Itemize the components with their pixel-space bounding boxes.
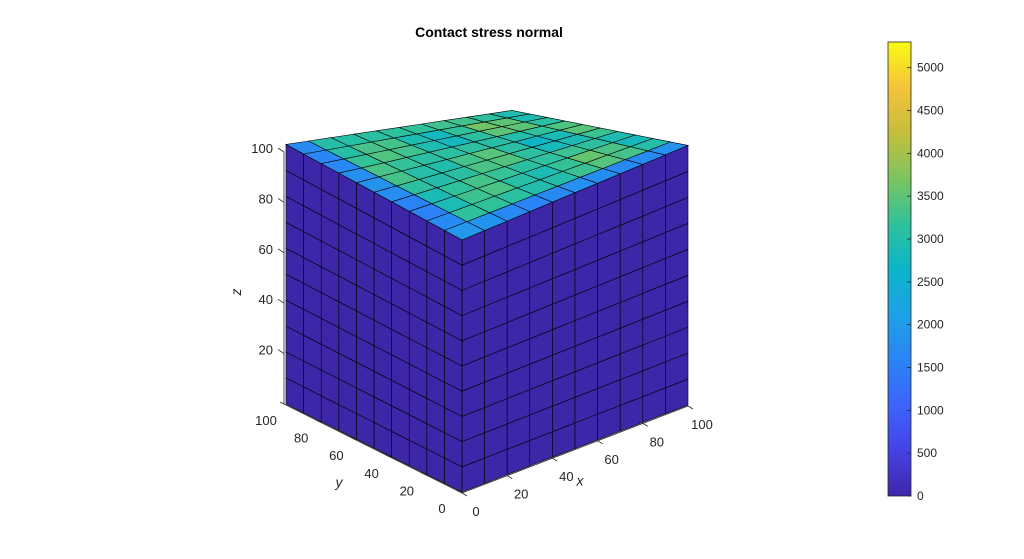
z-tick-mark (277, 298, 285, 304)
plot-area: 0 20 40 60 80 100 0 20 40 60 80 100 20 40 60 80 100 x y z (228, 110, 713, 519)
y-tick-mark (279, 401, 287, 406)
x-tick-mark (687, 405, 694, 410)
y-tick-label: 20 (400, 483, 414, 498)
colorbar-tick-label: 4500 (917, 104, 944, 118)
colorbar-tick-label: 5000 (917, 61, 944, 75)
x-tick-label: 100 (691, 417, 713, 432)
z-tick-label: 80 (259, 191, 273, 206)
x-axis-line (461, 405, 689, 494)
y-tick-label: 100 (255, 413, 277, 428)
x-tick-label: 40 (559, 469, 573, 484)
x-tick-label: 0 (472, 504, 479, 519)
z-tick-mark (277, 198, 285, 203)
x-tick-label: 60 (604, 452, 618, 467)
y-axis-label: y (335, 474, 344, 490)
y-tick-mark (315, 419, 322, 423)
z-tick-mark (277, 349, 285, 354)
y-tick-mark (455, 489, 463, 494)
chart-title: Contact stress normal (415, 24, 563, 40)
colorbar-tick-label: 1000 (917, 403, 944, 417)
colorbar-tick-label: 3000 (917, 232, 944, 246)
x-tick-mark (642, 423, 649, 427)
y-tick-mark (385, 454, 392, 459)
colorbar: 0 500 1000 1500 2000 2500 3000 3500 4000 4500 5000 (887, 41, 944, 503)
x-tick-mark (597, 440, 603, 445)
colorbar-tick-label: 3500 (917, 189, 944, 203)
z-tick-mark (277, 147, 285, 153)
y-tick-label: 60 (329, 448, 343, 463)
x-tick-label: 80 (650, 434, 664, 449)
colorbar-tick-label: 2000 (917, 318, 944, 332)
z-axis-label: z (228, 289, 244, 297)
colorbar-tick-label: 2500 (917, 275, 944, 289)
z-tick-label: 60 (259, 242, 273, 257)
z-tick-label: 40 (259, 292, 273, 307)
z-tick-label: 100 (251, 141, 273, 156)
y-tick-mark (420, 472, 427, 476)
y-tick-label: 0 (438, 501, 445, 516)
y-tick-label: 40 (364, 466, 378, 481)
colorbar-tick-label: 1500 (917, 361, 944, 375)
x-tick-mark (552, 457, 558, 462)
x-tick-mark (461, 492, 468, 497)
colorbar-tick-label: 4000 (917, 146, 944, 160)
colorbar-gradient (887, 41, 912, 497)
y-tick-mark (350, 436, 357, 441)
y-tick-label: 80 (294, 431, 308, 446)
colorbar-tick-label: 500 (917, 446, 937, 460)
z-tick-label: 20 (259, 343, 273, 358)
x-tick-label: 20 (514, 487, 528, 502)
mesh-face-top (489, 110, 530, 119)
x-tick-mark (506, 475, 513, 479)
z-tick-mark (277, 248, 285, 254)
x-axis-label: x (576, 473, 585, 489)
colorbar-tick-label: 0 (917, 489, 924, 503)
